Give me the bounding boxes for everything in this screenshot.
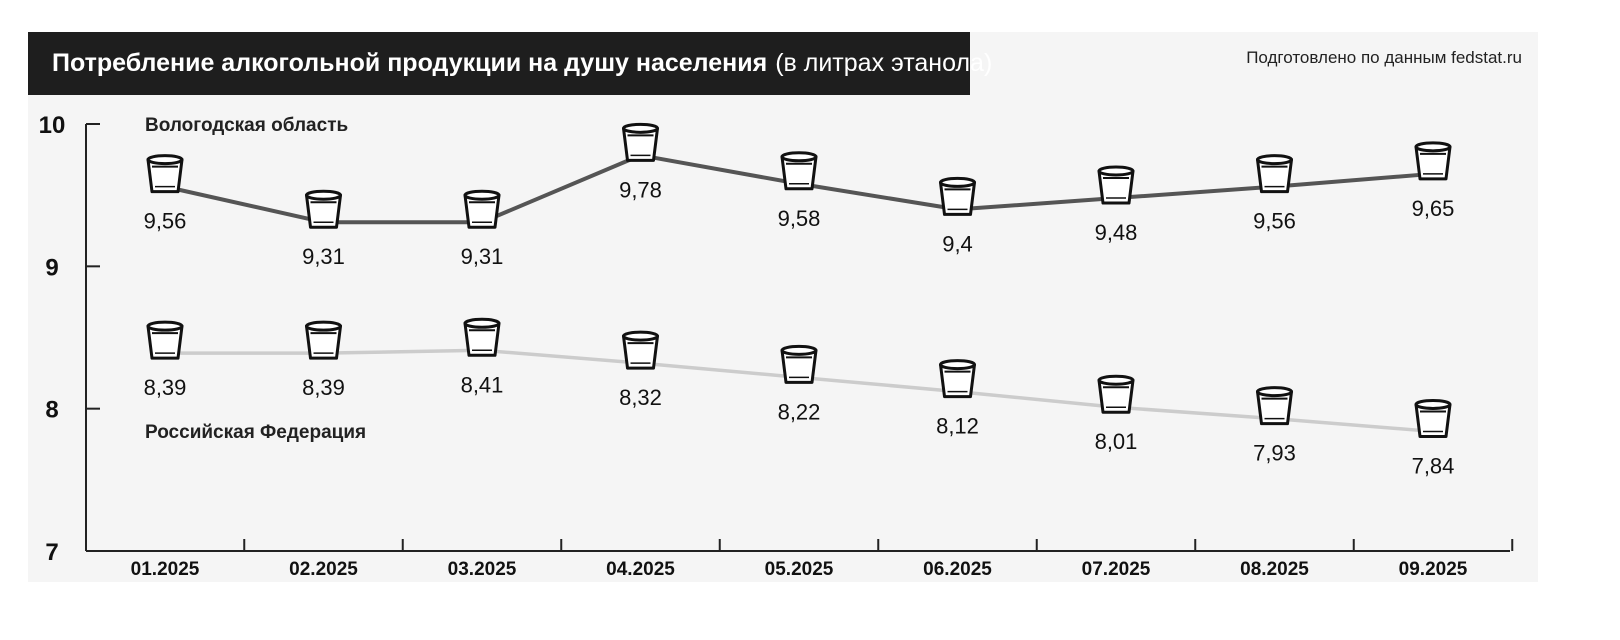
data-label: 8,32	[619, 385, 662, 410]
glass-icon	[1256, 386, 1293, 426]
x-tick-label: 01.2025	[131, 559, 200, 580]
glass-rim	[939, 359, 976, 371]
glass-icon	[146, 320, 184, 360]
glass-icon	[1097, 165, 1135, 205]
x-tick-label: 08.2025	[1240, 559, 1309, 580]
glass-icon	[622, 330, 659, 370]
glass-rim	[939, 176, 976, 188]
data-label: 7,93	[1253, 441, 1296, 466]
glass-icon	[146, 154, 184, 194]
data-label: 8,39	[302, 375, 345, 400]
data-label: 8,01	[1095, 429, 1138, 454]
glass-rim	[146, 154, 184, 166]
chart-title-main: Потребление алкогольной продукции на душ…	[52, 49, 768, 77]
data-label: 9,31	[461, 244, 504, 269]
glass-icon	[463, 317, 501, 357]
series-label: Российская Федерация	[145, 422, 366, 443]
glass-rim	[1256, 154, 1293, 166]
data-label: 8,39	[144, 375, 187, 400]
glass-icon	[1414, 141, 1452, 181]
data-label: 9,78	[619, 177, 662, 202]
glass-rim	[305, 320, 342, 332]
glass-rim	[622, 122, 659, 134]
data-label: 9,56	[144, 209, 187, 234]
glass-icon	[1414, 398, 1452, 438]
glass-rim	[780, 151, 818, 163]
data-label: 9,4	[942, 231, 973, 256]
x-tick-label: 05.2025	[765, 559, 834, 580]
x-tick-label: 07.2025	[1082, 559, 1151, 580]
x-tick-label: 03.2025	[448, 559, 517, 580]
glass-icon	[939, 359, 976, 399]
glass-rim	[1414, 141, 1452, 153]
x-tick-label: 04.2025	[606, 559, 675, 580]
chart-panel	[28, 32, 1538, 582]
chart-title-unit: (в литрах этанола)	[775, 49, 993, 77]
glass-rim	[463, 317, 501, 329]
glass-icon	[622, 122, 659, 162]
source-note: Подготовлено по данным fedstat.ru	[1246, 48, 1522, 67]
glass-rim	[1414, 398, 1452, 410]
x-tick-label: 06.2025	[923, 559, 992, 580]
glass-icon	[780, 151, 818, 191]
glass-icon	[1097, 374, 1135, 414]
y-tick-label: 9	[45, 254, 58, 281]
y-tick-label: 10	[39, 112, 66, 139]
data-label: 9,58	[778, 206, 821, 231]
glass-rim	[146, 320, 184, 332]
data-label: 9,65	[1412, 196, 1455, 221]
data-label: 7,84	[1412, 453, 1455, 478]
data-label: 9,56	[1253, 209, 1296, 234]
data-label: 9,31	[302, 244, 345, 269]
glass-rim	[622, 330, 659, 342]
glass-icon	[463, 189, 501, 229]
glass-icon	[1256, 154, 1293, 194]
x-tick-label: 09.2025	[1399, 559, 1468, 580]
data-label: 8,22	[778, 399, 821, 424]
x-tick-label: 02.2025	[289, 559, 358, 580]
y-tick-label: 7	[45, 539, 58, 566]
chart-title: Потребление алкогольной продукции на душ…	[28, 32, 992, 95]
glass-rim	[1097, 165, 1135, 177]
glass-icon	[305, 320, 342, 360]
glass-rim	[1097, 374, 1135, 386]
glass-icon	[305, 189, 342, 229]
glass-icon	[780, 344, 818, 384]
y-tick-label: 8	[45, 397, 58, 424]
data-label: 8,41	[461, 372, 504, 397]
glass-rim	[463, 189, 501, 201]
glass-icon	[939, 176, 976, 216]
glass-rim	[305, 189, 342, 201]
glass-rim	[1256, 386, 1293, 398]
series-label: Вологодская область	[145, 115, 348, 136]
glass-rim	[780, 344, 818, 356]
data-label: 8,12	[936, 414, 979, 439]
data-label: 9,48	[1095, 220, 1138, 245]
